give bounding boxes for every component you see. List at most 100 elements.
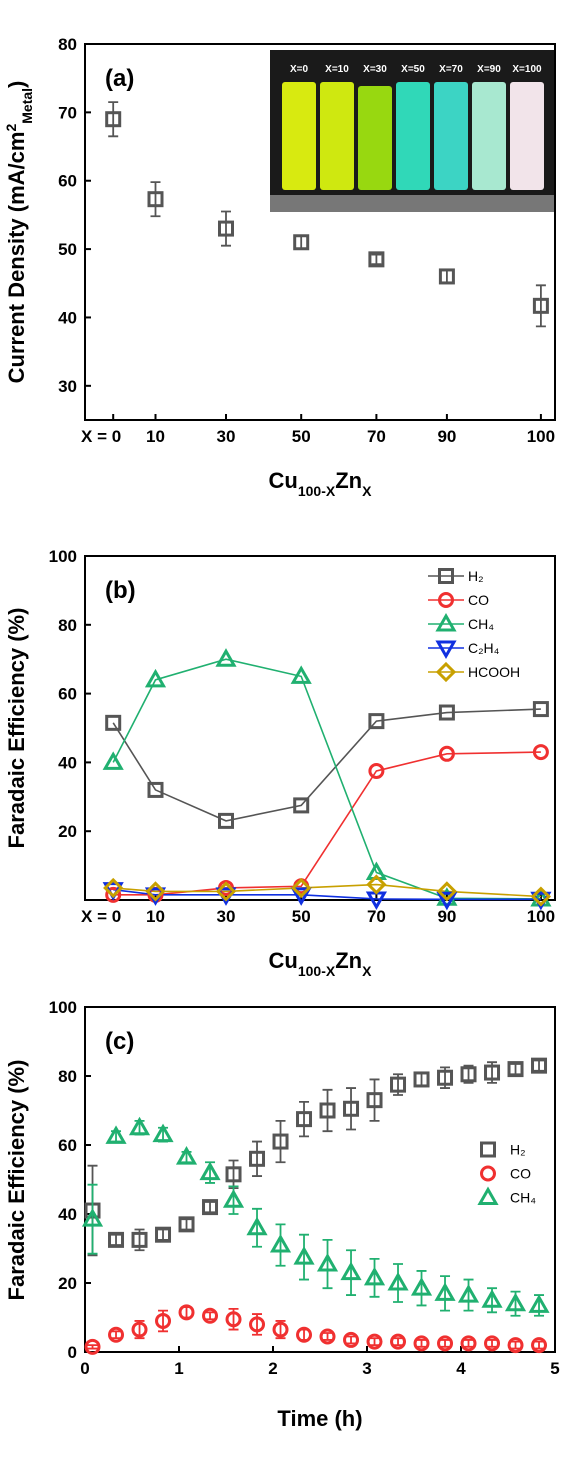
error-bar <box>393 1263 404 1303</box>
y-tick-label: 100 <box>49 998 77 1017</box>
y-axis-title: Faradaic Efficiency (%) <box>4 608 29 849</box>
marker <box>484 1335 501 1352</box>
error-bar <box>108 101 119 138</box>
marker <box>390 1333 407 1350</box>
marker <box>246 1216 268 1236</box>
y-tick-label: 40 <box>58 753 77 772</box>
x-tick-label: 90 <box>437 427 456 446</box>
error-bar <box>322 1238 333 1290</box>
error-bar <box>463 1339 474 1348</box>
legend-label: CH₄ <box>468 616 494 632</box>
marker <box>387 1271 409 1291</box>
marker <box>438 745 455 762</box>
error-bar <box>322 1088 333 1133</box>
marker <box>504 1292 527 1312</box>
marker <box>105 714 122 731</box>
y-tick-label: 20 <box>58 1274 77 1293</box>
marker <box>484 1064 501 1081</box>
error-bar <box>150 181 161 218</box>
marker <box>413 1071 430 1088</box>
marker <box>202 1199 219 1216</box>
marker <box>390 1076 407 1093</box>
x-tick-label: 70 <box>367 907 386 926</box>
error-bar <box>487 1339 498 1348</box>
marker <box>316 1253 339 1272</box>
marker <box>366 1333 383 1350</box>
marker <box>293 234 310 251</box>
marker <box>413 1335 430 1352</box>
y-tick-label: 80 <box>58 616 77 635</box>
y-tick-label: 30 <box>58 377 77 396</box>
error-bar <box>346 1249 357 1296</box>
marker <box>108 1231 125 1248</box>
marker <box>215 648 237 667</box>
x-tick-label: 3 <box>362 1359 371 1378</box>
legend-label: CO <box>510 1166 531 1182</box>
inset-label: X=10 <box>325 64 349 75</box>
x-tick-label: 90 <box>437 907 456 926</box>
marker <box>178 1304 195 1321</box>
marker <box>102 751 124 770</box>
marker <box>81 1208 104 1227</box>
marker <box>481 1289 503 1308</box>
x-axis-title: Time (h) <box>277 1406 362 1431</box>
legend-marker <box>438 568 454 584</box>
x-tick-label: 100 <box>527 427 555 446</box>
marker <box>436 881 458 902</box>
inset-photo <box>270 50 555 212</box>
x-tick-label: 50 <box>292 427 311 446</box>
marker <box>340 1261 362 1281</box>
marker <box>105 111 122 128</box>
y-tick-label: 0 <box>68 1343 77 1362</box>
plot-frame <box>84 43 556 421</box>
marker <box>319 1328 336 1345</box>
error-bar <box>299 1233 310 1281</box>
marker <box>460 1335 477 1352</box>
x-axis-title: Cu100-XZnX <box>269 468 373 499</box>
error-bar <box>440 1275 451 1312</box>
series-line <box>112 708 541 822</box>
x-tick-label: 5 <box>550 1359 559 1378</box>
y-tick-label: 60 <box>58 172 77 191</box>
marker <box>290 887 312 906</box>
x-tick-label: X = 0 <box>81 907 121 926</box>
y-tick-label: 70 <box>58 103 77 122</box>
marker <box>290 665 312 684</box>
legend-label: H₂ <box>510 1142 526 1158</box>
legend-label: CO <box>468 592 489 608</box>
marker <box>84 1338 101 1355</box>
error-bar <box>440 1339 451 1348</box>
marker <box>249 1316 266 1333</box>
marker <box>202 1307 219 1324</box>
marker <box>103 877 124 899</box>
inset-label: X=30 <box>363 64 387 75</box>
legend-marker <box>480 1165 496 1182</box>
marker <box>532 297 549 314</box>
vial <box>396 82 430 190</box>
marker <box>368 763 385 779</box>
vial <box>472 82 506 190</box>
marker <box>438 704 455 721</box>
error-bar <box>275 1223 286 1267</box>
x-tick-label: 10 <box>146 427 165 446</box>
panel-label: (c) <box>105 1028 134 1055</box>
error-bar <box>346 1335 357 1345</box>
marker <box>175 1146 198 1165</box>
marker <box>105 886 122 903</box>
marker <box>343 1331 360 1348</box>
marker <box>457 1284 480 1303</box>
marker <box>147 781 164 798</box>
marker <box>155 1312 172 1329</box>
marker <box>410 1277 433 1296</box>
marker <box>531 1337 548 1354</box>
y-tick-label: 40 <box>58 1205 77 1224</box>
marker <box>249 1150 266 1167</box>
legend-marker <box>435 661 457 683</box>
legend-marker <box>438 592 454 608</box>
legend-marker <box>477 1186 499 1205</box>
marker <box>366 874 387 895</box>
x-tick-label: 1 <box>174 1359 183 1378</box>
error-bar <box>221 210 231 247</box>
error-bar <box>299 1100 310 1138</box>
